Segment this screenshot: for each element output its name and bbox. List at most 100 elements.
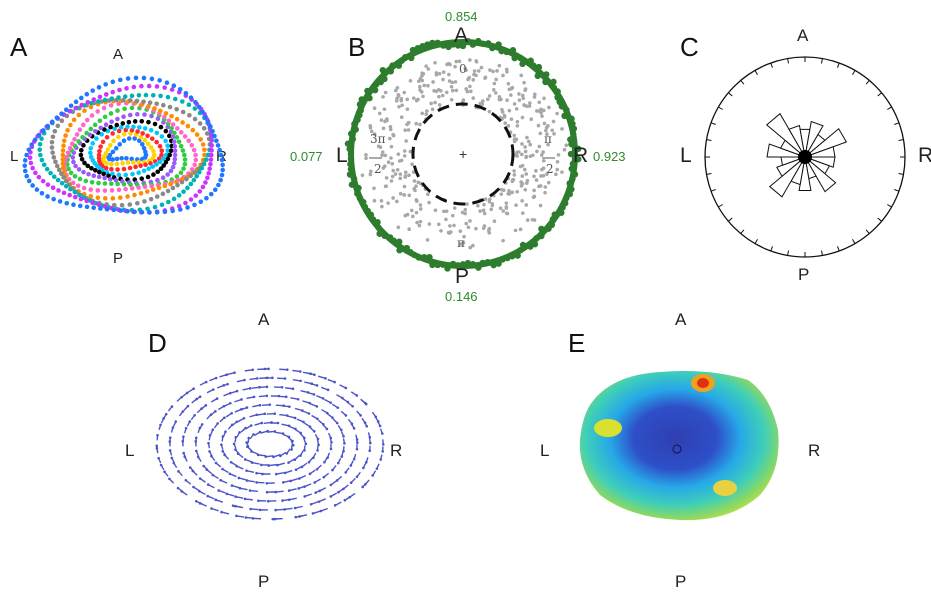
scatter-point (389, 156, 393, 160)
scatter-point (463, 211, 468, 216)
ring-dot (180, 148, 186, 153)
rose-tick (770, 62, 773, 68)
ring-point (469, 41, 477, 48)
ring-dot (96, 202, 101, 207)
scatter-point (476, 69, 481, 73)
ring-dot (99, 99, 104, 104)
arrow-head (235, 389, 239, 393)
panel-d-left: L (125, 441, 135, 460)
arrow-head (288, 405, 291, 408)
ring-point (543, 71, 550, 78)
scatter-point (402, 154, 407, 158)
arrow-head (221, 467, 224, 471)
ring-dot (95, 188, 101, 193)
ring-point (558, 209, 565, 216)
scatter-point (537, 100, 542, 105)
scatter-point (380, 204, 384, 209)
ring-dot (71, 159, 76, 165)
rose-tick (754, 239, 758, 244)
arrow-head (258, 508, 262, 512)
ring-point (355, 184, 362, 192)
scatter-point (520, 115, 525, 120)
scatter-point (539, 110, 543, 115)
scatter-point (517, 92, 521, 96)
scatter-point (523, 149, 528, 154)
scatter-point (541, 108, 546, 113)
rose-petal (804, 146, 836, 158)
arrow-head (200, 423, 204, 426)
ring-point (484, 258, 491, 266)
ring-dot (209, 143, 215, 148)
arrow-head (313, 481, 317, 484)
scatter-point (498, 206, 503, 210)
arrow-head (211, 473, 215, 477)
ring-point (346, 145, 353, 153)
arrow-head (185, 391, 189, 395)
ring-dot (97, 148, 102, 154)
vector-arrow (278, 395, 287, 398)
ring-point (376, 230, 383, 237)
ring-point (495, 260, 502, 267)
arrow-head (336, 406, 340, 409)
arrow-head (273, 412, 277, 416)
scatter-point (499, 97, 503, 102)
arrow-head (245, 479, 249, 482)
ring-point (354, 190, 361, 197)
ring-dot (138, 134, 144, 140)
ring-dot (172, 160, 177, 166)
ring-point (449, 41, 457, 48)
ring-point (386, 234, 394, 241)
scatter-point (539, 153, 544, 157)
scatter-point (543, 185, 548, 189)
panel-c-anterior: A (797, 26, 809, 45)
arrow-head (294, 468, 298, 471)
scatter-point (471, 243, 475, 248)
ring-dot (137, 125, 142, 130)
scatter-point (495, 69, 499, 73)
arrow-head (294, 515, 298, 519)
ring-dot (200, 142, 206, 147)
ring-dot (165, 172, 170, 177)
scatter-point (422, 83, 427, 88)
dashed-circle (411, 102, 515, 206)
ring-dot (37, 147, 42, 152)
arrow-head (329, 401, 332, 404)
scatter-point (402, 184, 407, 189)
ring-dot (133, 164, 138, 170)
panel-b-posterior: P (455, 265, 470, 288)
arrow-head (230, 412, 233, 415)
ring-dot (141, 75, 147, 81)
panel-a-rings (22, 75, 225, 215)
scatter-point (487, 109, 492, 114)
ring-dot (181, 189, 186, 194)
rose-tick (706, 173, 712, 175)
ring-dot (74, 132, 80, 137)
ring-dot (32, 137, 38, 143)
scatter-point (488, 68, 492, 72)
ring-dot (192, 202, 197, 208)
arrow-head (238, 431, 241, 434)
arrow-head (311, 512, 315, 515)
ring-dot (117, 77, 123, 83)
ring-dot (89, 165, 94, 171)
arrow-head (329, 447, 333, 451)
ring-point (395, 62, 403, 69)
arrow-head (276, 421, 280, 425)
ring-dot (168, 168, 174, 174)
scatter-point (440, 93, 445, 98)
scatter-point (528, 101, 532, 105)
ring-dot (113, 145, 119, 151)
ring-point (538, 232, 545, 240)
ring-dot (116, 172, 122, 178)
ring-dot (72, 189, 78, 195)
ring-point (535, 63, 543, 71)
ring-point (439, 261, 447, 268)
ring-dot (158, 166, 164, 172)
ring-point (366, 94, 373, 102)
arrow-head (280, 385, 284, 389)
arrow-head (176, 486, 180, 490)
ring-dot (110, 131, 115, 136)
arrow-head (207, 441, 210, 445)
scatter-point (414, 98, 419, 103)
rose-tick (740, 80, 745, 85)
